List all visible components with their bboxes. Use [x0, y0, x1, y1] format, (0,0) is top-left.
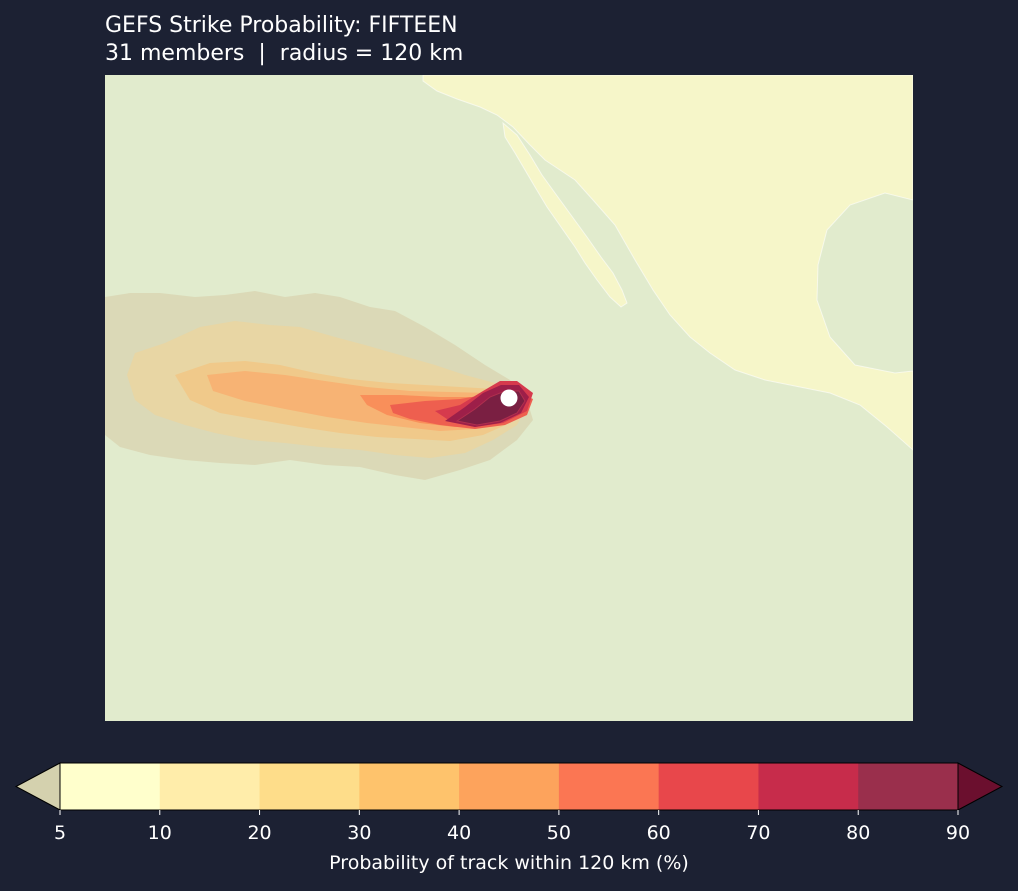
land-mainland-mexico — [422, 75, 913, 451]
colorbar-bin-40-50 — [459, 763, 560, 810]
map-panel[interactable] — [105, 75, 913, 721]
colorbar-bin-20-30 — [259, 763, 360, 810]
colorbar-bin-70-80 — [758, 763, 859, 810]
colorbar-bin-60-70 — [658, 763, 759, 810]
colorbar-bin-30-40 — [359, 763, 460, 810]
colorbar-tick-label: 90 — [945, 822, 971, 844]
colorbar-tick-label: 60 — [646, 822, 671, 844]
colorbar-over-arrow — [957, 762, 1004, 811]
land-baja-california — [502, 121, 628, 308]
chart-subtitle: 31 members | radius = 120 km — [105, 41, 464, 66]
colorbar-tick-label: 20 — [247, 822, 272, 844]
colorbar-tick-label: 30 — [347, 822, 372, 844]
colorbar — [14, 762, 1004, 815]
colorbar-under-arrow — [14, 762, 61, 811]
colorbar-bin-5-10 — [60, 763, 161, 810]
chart-title: GEFS Strike Probability: FIFTEEN — [105, 13, 458, 38]
title-block: GEFS Strike Probability: FIFTEEN 31 memb… — [105, 12, 463, 68]
colorbar-tick-label: 50 — [546, 822, 571, 844]
storm-position-marker[interactable] — [500, 389, 518, 407]
colorbar-tick-label: 40 — [447, 822, 472, 844]
probability-map[interactable] — [105, 75, 913, 721]
colorbar-bin-50-60 — [558, 763, 660, 810]
colorbar-bin-10-20 — [159, 763, 261, 810]
colorbar-frame — [59, 762, 959, 811]
colorbar-tick-label: 80 — [846, 822, 871, 844]
colorbar-tick-label: 70 — [746, 822, 771, 844]
colorbar-label: Probability of track within 120 km (%) — [329, 852, 689, 874]
colorbar-tick-label: 10 — [147, 822, 172, 844]
colorbar-bin-80-90 — [858, 763, 959, 810]
colorbar-tick-label: 5 — [53, 822, 67, 844]
